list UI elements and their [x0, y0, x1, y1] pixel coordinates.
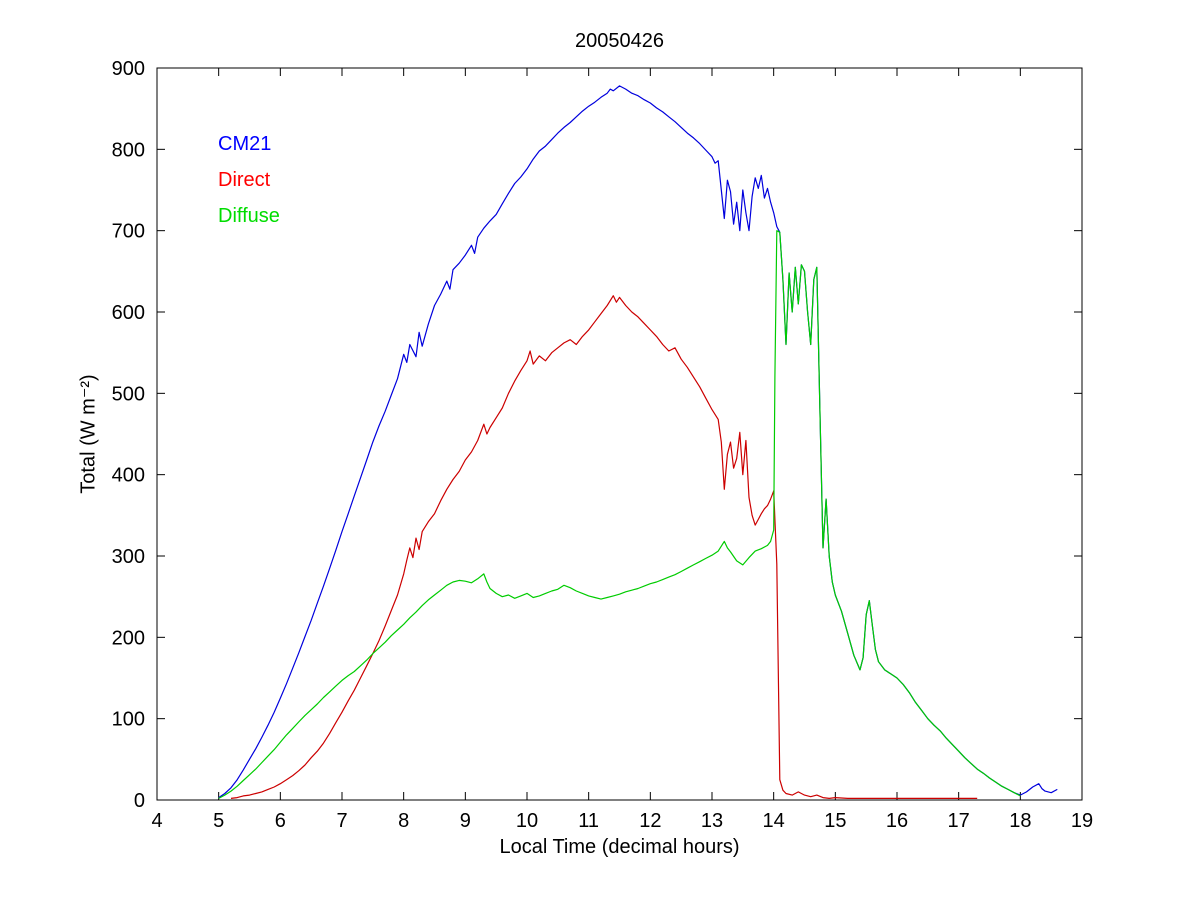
x-tick-label: 17: [948, 810, 970, 832]
y-tick-label: 700: [112, 221, 145, 243]
plot-box: [156, 67, 1083, 801]
series-cm21-line: [218, 85, 1058, 799]
x-tick-label: 19: [1071, 810, 1093, 832]
x-tick-label: 10: [516, 810, 538, 832]
x-tick-label: 18: [1009, 810, 1031, 832]
x-axis-label: Local Time (decimal hours): [499, 836, 740, 858]
x-tick-label: 6: [275, 810, 286, 832]
x-tick-label: 8: [398, 810, 409, 832]
y-tick-label: 500: [112, 383, 145, 405]
x-tick-label: 12: [639, 810, 661, 832]
series-diffuse-line: [218, 230, 1021, 799]
series-direct-line: [230, 295, 978, 800]
x-tick-label: 5: [213, 810, 224, 832]
y-tick-label: 800: [112, 139, 145, 161]
legend-item-cm21: CM21: [218, 133, 272, 155]
x-tick-label: 7: [336, 810, 347, 832]
x-tick-label: 9: [460, 810, 471, 832]
y-tick-label: 200: [112, 627, 145, 649]
y-tick-label: 0: [134, 790, 145, 812]
x-tick-label: 14: [763, 810, 785, 832]
x-tick-label: 11: [578, 810, 599, 832]
plot-title: 20050426: [575, 30, 664, 52]
x-tick-label: 16: [886, 810, 908, 832]
y-tick-label: 400: [112, 465, 145, 487]
x-tick-label: 15: [824, 810, 846, 832]
y-tick-label: 900: [112, 58, 145, 80]
x-tick-label: 4: [151, 810, 162, 832]
legend-item-direct: Direct: [218, 169, 271, 191]
y-tick-label: 100: [112, 709, 145, 731]
y-axis-label: Total (W m⁻²): [77, 374, 100, 494]
legend-item-diffuse: Diffuse: [218, 205, 280, 227]
x-tick-label: 13: [701, 810, 723, 832]
y-tick-label: 600: [112, 302, 145, 324]
y-tick-label: 300: [112, 546, 145, 568]
legend: CM21 Direct Diffuse: [218, 126, 280, 234]
